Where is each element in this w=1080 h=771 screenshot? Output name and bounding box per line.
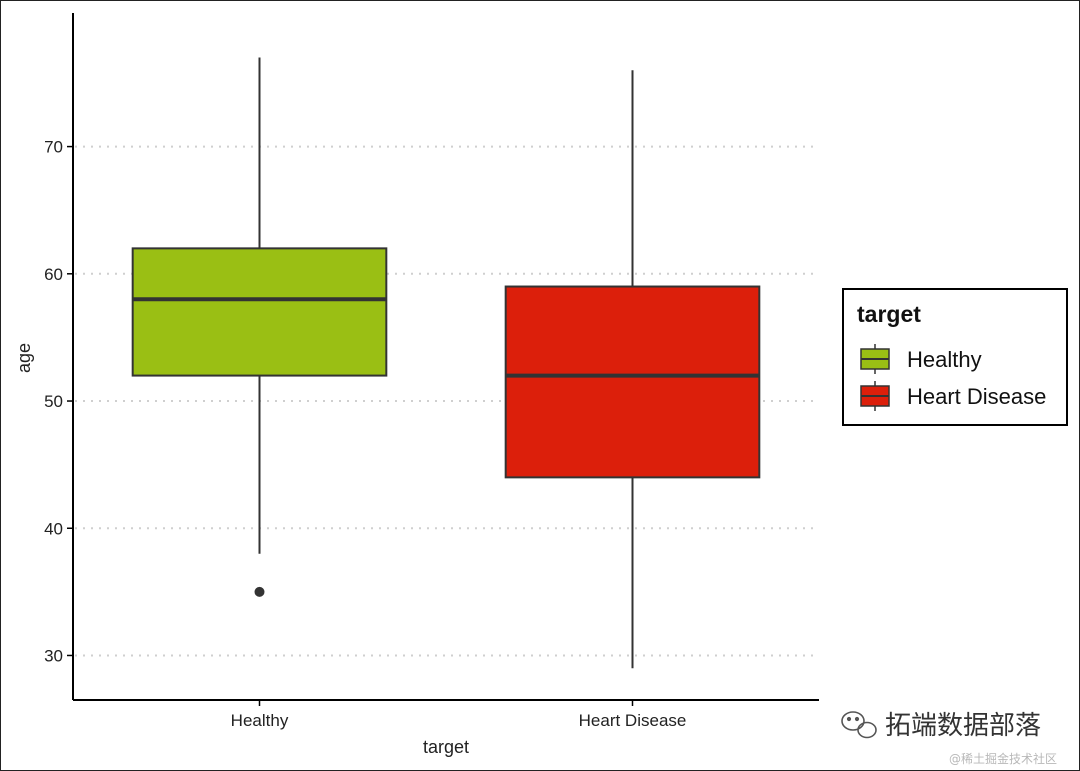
y-axis-title: age [14, 343, 34, 373]
y-tick-label: 40 [44, 519, 63, 538]
legend-title: target [857, 301, 921, 327]
x-tick-label: Heart Disease [579, 711, 687, 730]
x-tick-label: Healthy [231, 711, 289, 730]
y-tick-label: 60 [44, 265, 63, 284]
legend-label: Heart Disease [907, 384, 1046, 409]
legend-item: Heart Disease [860, 381, 1046, 411]
legend: target Healthy Heart Disease [842, 288, 1068, 426]
box-iqr [504, 285, 761, 479]
x-axis-title: target [423, 737, 469, 757]
watermark: 拓端数据部落 @稀土掘金技术社区 [841, 711, 1057, 766]
wechat-icon [841, 711, 877, 739]
watermark-main: 拓端数据部落 [885, 711, 1041, 741]
axes: 30 40 50 60 70 Healthy Heart Disease [44, 13, 819, 730]
y-tick-label: 50 [44, 392, 63, 411]
box-iqr [131, 247, 388, 377]
legend-item: Healthy [860, 344, 982, 374]
box-heart-disease [504, 70, 761, 669]
legend-items: Healthy Heart Disease [860, 344, 1046, 411]
boxes [131, 57, 761, 669]
watermark-sub: @稀土掘金技术社区 [949, 751, 1057, 766]
legend-label: Healthy [907, 347, 982, 372]
y-tick-label: 30 [44, 646, 63, 665]
box-healthy [131, 57, 388, 597]
y-tick-label: 70 [44, 138, 63, 157]
outlier-point [254, 586, 265, 597]
